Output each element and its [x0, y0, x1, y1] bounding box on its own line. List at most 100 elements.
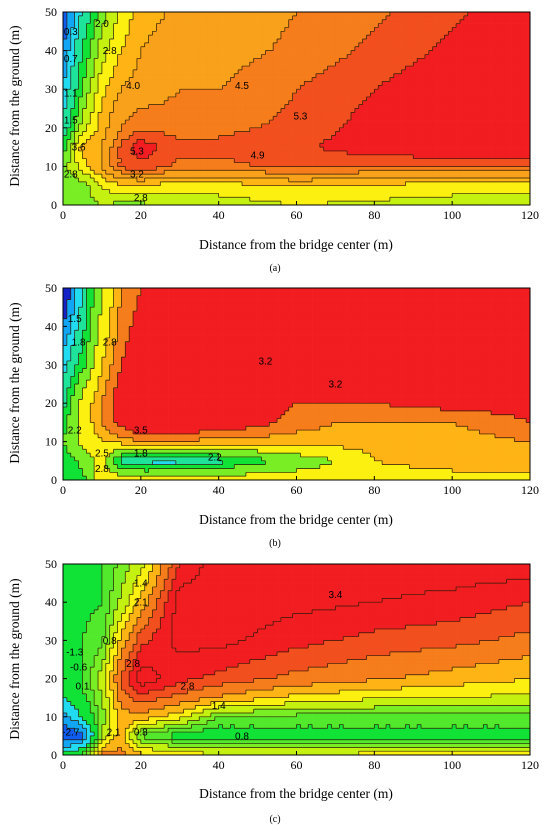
contour-cell	[219, 89, 223, 93]
contour-cell	[452, 101, 456, 105]
contour-cell	[351, 136, 355, 140]
contour-cell	[359, 51, 363, 55]
contour-cell	[153, 47, 157, 51]
contour-cell	[312, 47, 316, 51]
contour-cell	[339, 159, 343, 163]
contour-cell	[378, 66, 382, 70]
contour-cell	[440, 109, 444, 113]
contour-cell	[514, 54, 518, 58]
contour-cell	[114, 105, 118, 109]
contour-cell	[223, 105, 227, 109]
contour-cell	[491, 147, 495, 151]
contour-cell	[409, 120, 413, 124]
contour-cell	[476, 159, 480, 163]
contour-cell	[168, 116, 172, 120]
contour-cell	[328, 132, 332, 136]
contour-cell	[188, 186, 192, 190]
contour-cell	[456, 128, 460, 132]
contour-cell	[495, 124, 499, 128]
contour-cell	[145, 74, 149, 78]
contour-cell	[188, 54, 192, 58]
contour-cell	[514, 70, 518, 74]
contour-cell	[386, 74, 390, 78]
contour-cell	[145, 93, 149, 97]
contour-cell	[405, 182, 409, 186]
contour-cell	[149, 74, 153, 78]
contour-cell	[238, 105, 242, 109]
contour-cell	[405, 132, 409, 136]
contour-cell	[460, 186, 464, 190]
contour-cell	[507, 136, 511, 140]
contour-cell	[289, 116, 293, 120]
contour-cell	[514, 116, 518, 120]
contour-cell	[413, 105, 417, 109]
contour-cell	[285, 147, 289, 151]
contour-cell	[452, 182, 456, 186]
contour-cell	[312, 159, 316, 163]
contour-cell	[448, 47, 452, 51]
contour-cell	[343, 112, 347, 116]
contour-cell	[265, 178, 269, 182]
contour-cell	[289, 174, 293, 178]
contour-cell	[312, 151, 316, 155]
contour-cell	[355, 186, 359, 190]
contour-cell	[425, 120, 429, 124]
contour-cell	[102, 97, 106, 101]
contour-cell	[507, 66, 511, 70]
contour-cell	[483, 70, 487, 74]
contour-cell	[156, 70, 160, 74]
contour-cell	[277, 43, 281, 47]
contour-cell	[444, 89, 448, 93]
contour-cell	[460, 197, 464, 201]
contour-cell	[226, 159, 230, 163]
contour-cell	[285, 132, 289, 136]
contour-cell	[149, 116, 153, 120]
contour-cell	[355, 97, 359, 101]
contour-cell	[370, 190, 374, 194]
contour-cell	[242, 124, 246, 128]
contour-cell	[149, 109, 153, 113]
contour-cell	[250, 66, 254, 70]
contour-cell	[316, 93, 320, 97]
contour-cell	[269, 89, 273, 93]
contour-cell	[102, 105, 106, 109]
contour-cell	[300, 159, 304, 163]
contour-cell	[499, 89, 503, 93]
contour-cell	[293, 143, 297, 147]
contour-cell	[238, 93, 242, 97]
contour-cell	[351, 190, 355, 194]
contour-cell	[464, 62, 468, 66]
contour-cell	[343, 101, 347, 105]
contour-cell	[468, 70, 472, 74]
contour-cell	[261, 193, 265, 197]
contour-cell	[425, 54, 429, 58]
contour-cell	[230, 170, 234, 174]
contour-cell	[472, 143, 476, 147]
contour-cell	[355, 132, 359, 136]
contour-cell	[483, 85, 487, 89]
contour-cell	[413, 78, 417, 82]
contour-cell	[265, 128, 269, 132]
contour-cell	[335, 78, 339, 82]
contour-cell	[285, 128, 289, 132]
contour-cell	[417, 70, 421, 74]
contour-cell	[289, 105, 293, 109]
contour-cell	[417, 97, 421, 101]
contour-cell	[440, 132, 444, 136]
contour-cell	[211, 197, 215, 201]
contour-cell	[355, 62, 359, 66]
contour-cell	[195, 159, 199, 163]
contour-cell	[487, 112, 491, 116]
contour-cell	[149, 159, 153, 163]
contour-cell	[312, 54, 316, 58]
contour-cell	[448, 74, 452, 78]
contour-cell	[114, 186, 118, 190]
contour-cell	[518, 81, 522, 85]
contour-cell	[211, 116, 215, 120]
contour-cell	[172, 193, 176, 197]
contour-cell	[281, 190, 285, 194]
contour-cell	[468, 112, 472, 116]
contour-cell	[67, 197, 71, 201]
contour-cell	[476, 128, 480, 132]
contour-cell	[429, 186, 433, 190]
